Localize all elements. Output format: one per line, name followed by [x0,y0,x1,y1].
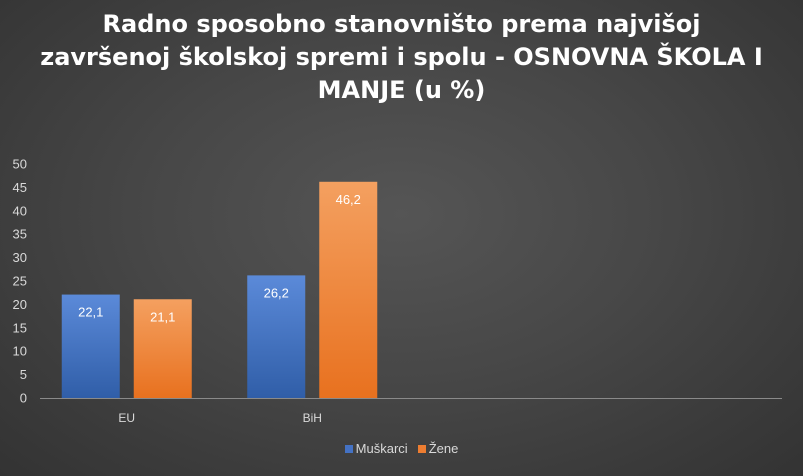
legend-item-muskarci: Muškarci [344,441,408,456]
legend-swatch-muskarci [344,444,353,453]
y-tick-label: 20 [13,297,27,312]
y-tick-label: 30 [13,250,27,265]
bar [133,299,192,398]
legend-label-zene: Žene [428,441,459,456]
bar [319,181,378,398]
y-tick-label: 40 [13,203,27,218]
chart-legend: Muškarci Žene [0,441,803,456]
y-tick-label: 5 [20,367,27,382]
data-label: 21,1 [150,309,175,324]
y-tick-label: 15 [13,320,27,335]
bar [247,275,306,398]
bar [61,294,120,398]
y-tick-label: 0 [20,391,27,406]
legend-item-zene: Žene [417,441,459,456]
data-label: 46,2 [336,192,361,207]
y-tick-label: 35 [13,227,27,242]
legend-label-muskarci: Muškarci [355,441,408,456]
legend-swatch-zene [417,444,426,453]
y-tick-label: 50 [13,157,27,172]
y-tick-label: 25 [13,274,27,289]
y-tick-label: 10 [13,344,27,359]
x-tick-label: EU [118,411,135,425]
x-tick-label: BiH [303,411,322,425]
data-label: 26,2 [264,285,289,300]
chart-title: Radno sposobno stanovništo prema najvišo… [40,10,763,104]
data-label: 22,1 [78,305,103,320]
y-tick-label: 45 [13,180,27,195]
